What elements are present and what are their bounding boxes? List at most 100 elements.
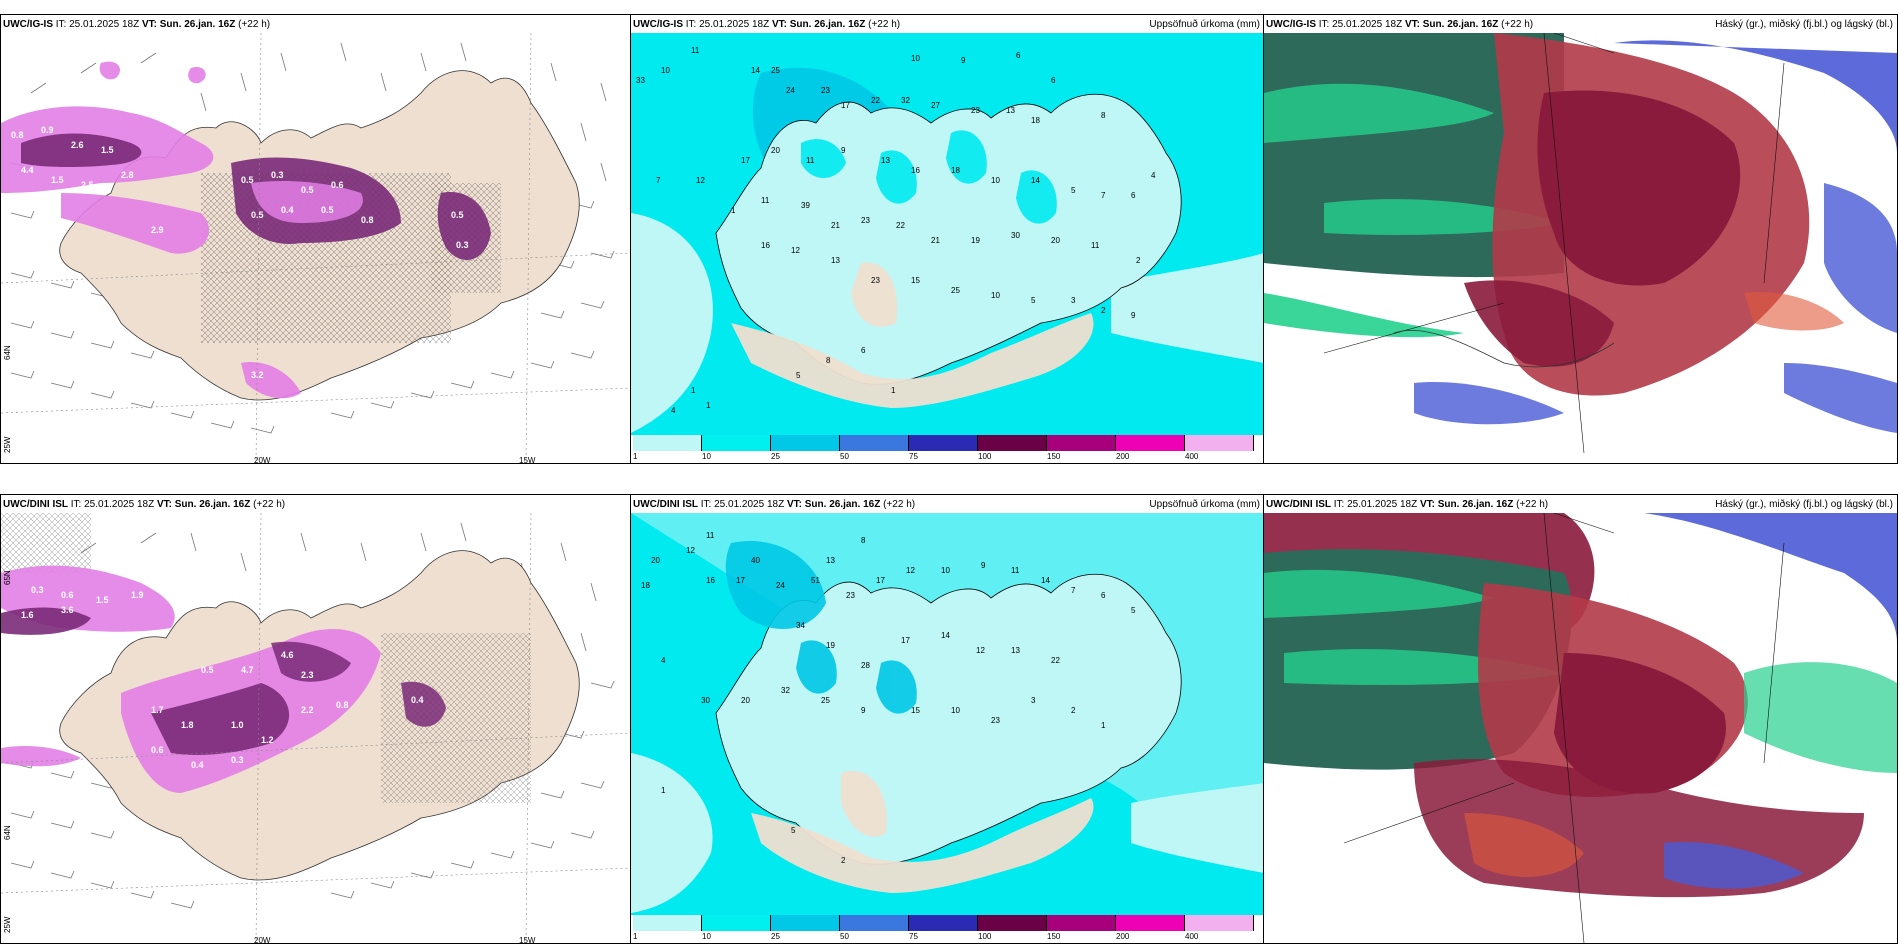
svg-text:7: 7: [1101, 191, 1106, 200]
svg-text:12: 12: [976, 646, 985, 655]
svg-text:13: 13: [1011, 646, 1020, 655]
svg-text:8: 8: [1101, 111, 1106, 120]
svg-text:6: 6: [1016, 51, 1021, 60]
svg-text:13: 13: [826, 556, 835, 565]
svg-text:17: 17: [876, 576, 885, 585]
svg-text:4.7: 4.7: [241, 665, 254, 675]
svg-text:0.5: 0.5: [321, 205, 334, 215]
svg-text:25: 25: [771, 66, 780, 75]
svg-text:1: 1: [691, 386, 696, 395]
bottom-cloud-panel: UWC/DINI ISL IT: 25.01.2025 18Z VT: Sun.…: [1263, 494, 1898, 944]
svg-text:12: 12: [696, 176, 705, 185]
svg-text:12: 12: [686, 546, 695, 555]
svg-text:10: 10: [991, 291, 1000, 300]
colorbar-cell: [978, 435, 1047, 451]
svg-text:18: 18: [1031, 116, 1040, 125]
svg-text:13: 13: [831, 256, 840, 265]
svg-text:1.0: 1.0: [231, 720, 244, 730]
colorbar-label: 25: [771, 452, 780, 461]
panel-subtitle: Uppsöfnuð úrkoma (mm): [1149, 19, 1260, 30]
svg-text:32: 32: [901, 96, 910, 105]
svg-text:2: 2: [1136, 256, 1141, 265]
svg-text:0.6: 0.6: [151, 745, 164, 755]
svg-text:4: 4: [1151, 171, 1156, 180]
svg-text:21: 21: [831, 221, 840, 230]
colorbar-label: 25: [771, 932, 780, 941]
wind-barbs: [10, 522, 615, 909]
svg-text:6: 6: [861, 346, 866, 355]
colorbar-label: 200: [1116, 452, 1130, 461]
cloud-map: [1264, 33, 1897, 463]
colorbar-cell: [840, 915, 909, 931]
svg-text:16: 16: [706, 576, 715, 585]
svg-text:0.6: 0.6: [61, 590, 74, 600]
svg-text:10: 10: [951, 706, 960, 715]
svg-text:0.3: 0.3: [231, 755, 244, 765]
colorbar-cell: [771, 915, 840, 931]
panel-title: UWC/IG-IS IT: 25.01.2025 18Z VT: Sun. 26…: [1266, 19, 1534, 30]
top-cloud-panel: UWC/IG-IS IT: 25.01.2025 18Z VT: Sun. 26…: [1263, 14, 1898, 464]
svg-text:23: 23: [991, 716, 1000, 725]
svg-text:7: 7: [1071, 586, 1076, 595]
colorbar-cell: [633, 915, 702, 931]
colorbar-cell: [1047, 915, 1116, 931]
svg-text:0.8: 0.8: [336, 700, 349, 710]
svg-text:6: 6: [1101, 591, 1106, 600]
svg-text:33: 33: [636, 76, 645, 85]
svg-text:1.5: 1.5: [96, 595, 109, 605]
svg-text:20: 20: [651, 556, 660, 565]
svg-text:23: 23: [861, 216, 870, 225]
svg-text:11: 11: [1091, 241, 1100, 250]
colorbar-cell: [909, 915, 978, 931]
lat-label-25w: 25W: [3, 436, 12, 453]
colorbar-label: 75: [909, 932, 918, 941]
svg-text:1: 1: [661, 786, 666, 795]
svg-text:30: 30: [1011, 231, 1020, 240]
svg-text:9: 9: [981, 561, 986, 570]
panel-title: UWC/DINI ISL IT: 25.01.2025 18Z VT: Sun.…: [3, 499, 286, 510]
colorbar-cells: [633, 435, 1254, 451]
colorbar-label: 400: [1185, 932, 1199, 941]
svg-text:0.3: 0.3: [31, 585, 44, 595]
svg-text:13: 13: [1006, 106, 1015, 115]
precip-colorbar: 1 10 25 50 75 100 150 200 400: [633, 435, 1254, 461]
precip-magenta: [1, 61, 491, 399]
precip-values: 0.8 0.9 2.6 1.5 4.4 1.5 2.5 2.8 0.5 0.3 0.5 0.6 0…: [11, 125, 469, 380]
svg-text:10: 10: [911, 54, 920, 63]
colorbar-label: 75: [909, 452, 918, 461]
colorbar-cell: [1047, 435, 1116, 451]
svg-text:4: 4: [671, 406, 676, 415]
svg-text:4.4: 4.4: [21, 165, 34, 175]
svg-text:0.5: 0.5: [251, 210, 264, 220]
svg-text:20: 20: [771, 146, 780, 155]
svg-text:0.4: 0.4: [191, 760, 204, 770]
wind-precip-map: 0.3 0.6 1.5 1.9 1.6 3.6 0.5 4.7 4.6 2.3 1.7 1.8 1…: [1, 513, 631, 943]
svg-text:22: 22: [1051, 656, 1060, 665]
svg-text:25: 25: [951, 286, 960, 295]
lat-label-65n: 65N: [3, 570, 12, 585]
svg-text:24: 24: [786, 86, 795, 95]
svg-text:17: 17: [741, 156, 750, 165]
svg-text:23: 23: [971, 106, 980, 115]
svg-text:14: 14: [1041, 576, 1050, 585]
colorbar-label: 10: [702, 452, 711, 461]
svg-text:25: 25: [821, 696, 830, 705]
colorbar-label: 50: [840, 452, 849, 461]
lat-label-64n: 64N: [3, 345, 12, 360]
svg-text:27: 27: [931, 101, 940, 110]
svg-text:22: 22: [871, 96, 880, 105]
svg-text:0.9: 0.9: [41, 125, 54, 135]
svg-text:39: 39: [801, 201, 810, 210]
lon-label-20w: 20W: [254, 456, 271, 464]
svg-text:2.5: 2.5: [81, 180, 94, 190]
wind-barbs: [10, 42, 615, 434]
svg-text:23: 23: [846, 591, 855, 600]
colorbar-cell: [702, 435, 771, 451]
wind-precip-map: 0.8 0.9 2.6 1.5 4.4 1.5 2.5 2.8 0.5 0.3 0.5 0.6 0…: [1, 33, 631, 463]
svg-text:22: 22: [896, 221, 905, 230]
colorbar-label: 100: [978, 932, 992, 941]
colorbar-cell: [978, 915, 1047, 931]
svg-text:8: 8: [861, 536, 866, 545]
svg-text:19: 19: [971, 236, 980, 245]
svg-text:1: 1: [891, 386, 896, 395]
